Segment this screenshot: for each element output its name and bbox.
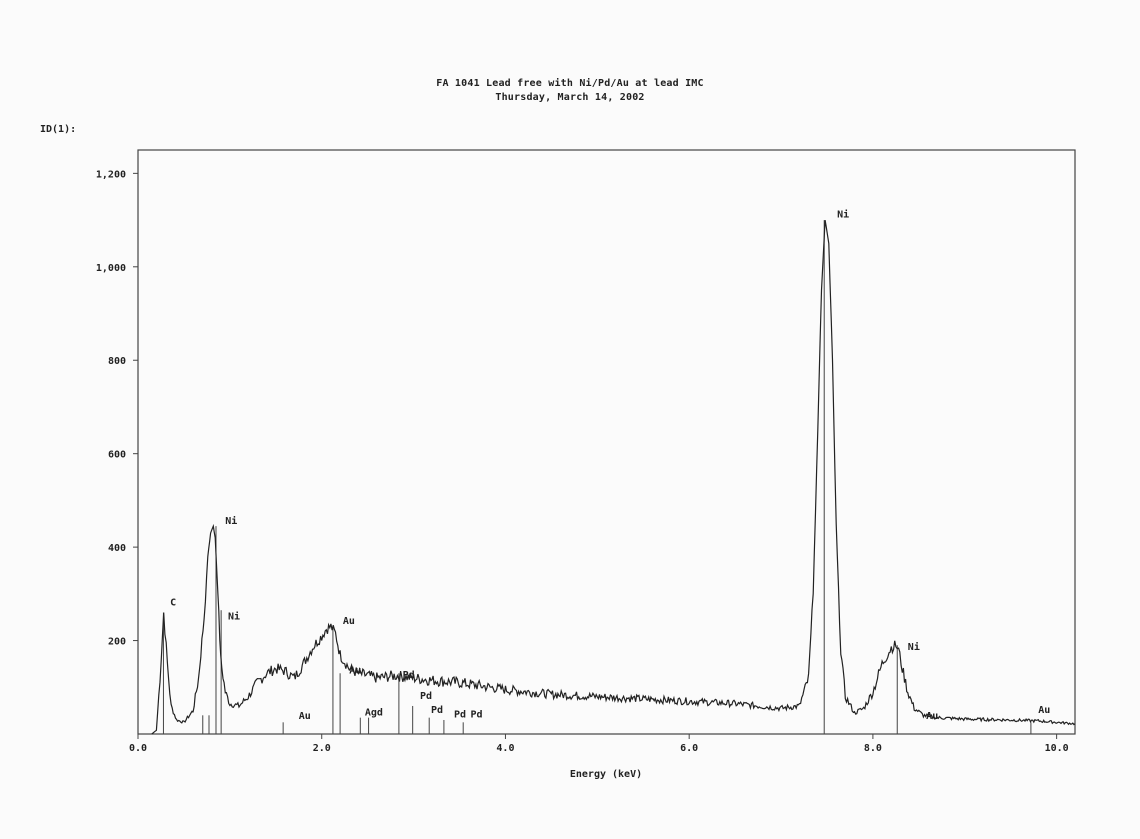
peak-label: Pd bbox=[403, 670, 415, 681]
peak-label: Au bbox=[343, 616, 355, 627]
y-tick-label: 800 bbox=[108, 356, 126, 367]
x-tick-label: 8.0 bbox=[864, 743, 882, 754]
peak-label: Pd bbox=[471, 710, 483, 721]
spectrum-line bbox=[151, 220, 1076, 735]
peak-label: Ni bbox=[908, 641, 920, 653]
x-tick-label: 0.0 bbox=[129, 743, 147, 754]
y-axis-ticks: 200 400 600 800 1,000 1,200 bbox=[96, 169, 138, 648]
peak-label: Au bbox=[299, 711, 311, 722]
peak-label: C bbox=[170, 598, 176, 609]
y-tick-label: 200 bbox=[108, 637, 126, 648]
plot-frame bbox=[137, 149, 1076, 735]
x-axis-ticks: 0.0 2.0 4.0 6.0 8.0 10.0 bbox=[129, 734, 1069, 754]
peak-label: Ni bbox=[837, 209, 849, 221]
x-axis-label: Energy (keV) bbox=[570, 769, 642, 780]
x-tick-label: 10.0 bbox=[1045, 743, 1069, 754]
y-tick-label: 1,000 bbox=[96, 263, 126, 274]
chart-subtitle: Thursday, March 14, 2002 bbox=[495, 92, 645, 103]
y-tick-label: 600 bbox=[108, 450, 126, 461]
peak-label: Pd bbox=[454, 710, 466, 721]
peak-label: Au bbox=[926, 711, 938, 722]
peak-label: Pd bbox=[420, 691, 432, 702]
peak-label: Au bbox=[1038, 705, 1050, 716]
x-tick-label: 6.0 bbox=[680, 743, 698, 754]
x-tick-label: 4.0 bbox=[496, 743, 514, 754]
peak-annotations: C Ni Ni Au Au Au Agd Pd Pd Pd Pd Pd Ni Ni Au Au bbox=[170, 209, 1050, 722]
y-tick-label: 400 bbox=[108, 543, 126, 554]
y-axis-label: ID(1): bbox=[40, 124, 77, 135]
x-tick-label: 2.0 bbox=[313, 743, 331, 754]
chart-title: FA 1041 Lead free with Ni/Pd/Au at lead … bbox=[436, 78, 704, 89]
peak-label: Ni bbox=[225, 515, 237, 527]
peak-label: Au bbox=[349, 665, 361, 676]
peak-label: Agd bbox=[365, 707, 383, 718]
peak-label: Ni bbox=[228, 611, 240, 623]
peak-label: Pd bbox=[431, 705, 443, 716]
y-tick-label: 1,200 bbox=[96, 169, 126, 180]
peak-markers bbox=[162, 220, 1032, 734]
